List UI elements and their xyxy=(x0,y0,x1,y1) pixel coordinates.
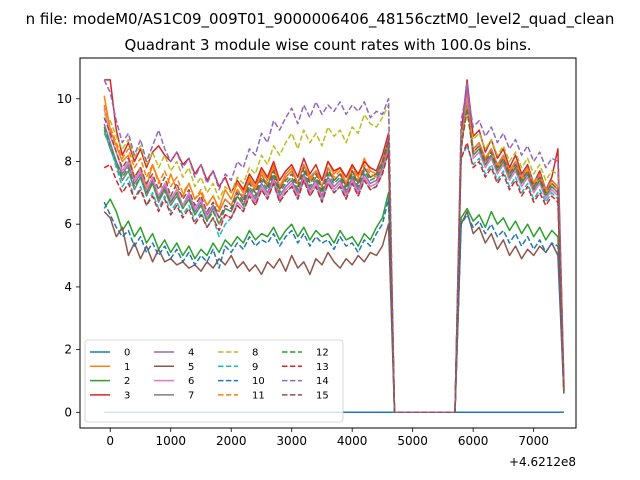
x-tick-label: 6000 xyxy=(458,434,489,448)
series-line-2 xyxy=(103,192,565,414)
y-tick-label: 0 xyxy=(64,405,72,419)
y-tick-label: 6 xyxy=(64,217,72,231)
series-line-3 xyxy=(104,79,565,414)
legend-label-6: 6 xyxy=(188,376,194,387)
legend-label-0: 0 xyxy=(124,348,130,359)
figure-suptitle: n file: modeM0/AS1C09_009T01_9000006406_… xyxy=(26,10,615,29)
legend-label-10: 10 xyxy=(252,376,265,387)
series-line-11 xyxy=(103,101,565,414)
y-axis: 0 2 4 6 8 10 xyxy=(57,92,80,419)
legend-label-14: 14 xyxy=(316,376,329,387)
legend-label-12: 12 xyxy=(316,348,329,359)
legend-label-4: 4 xyxy=(188,348,194,359)
x-tick-label: 1000 xyxy=(155,434,186,448)
series-line-12 xyxy=(103,107,565,414)
x-tick-label: 3000 xyxy=(276,434,307,448)
x-tick-label: 2000 xyxy=(216,434,247,448)
legend-box xyxy=(84,339,344,423)
legend-label-13: 13 xyxy=(316,362,329,373)
legend-label-1: 1 xyxy=(124,362,130,373)
legend-label-7: 7 xyxy=(188,390,194,401)
legend-label-15: 15 xyxy=(316,390,329,401)
plot-frame xyxy=(79,57,577,429)
x-tick-label: 7000 xyxy=(518,434,549,448)
series-line-10 xyxy=(103,198,565,414)
x-tick-label: 0 xyxy=(106,434,114,448)
legend-label-2: 2 xyxy=(124,376,130,387)
y-tick-label: 10 xyxy=(57,92,72,106)
legend-label-3: 3 xyxy=(124,390,130,401)
chart-title: Quadrant 3 module wise count rates with … xyxy=(124,36,531,54)
series-line-6 xyxy=(103,98,565,414)
series-line-5 xyxy=(103,210,565,414)
y-tick-label: 8 xyxy=(64,154,72,168)
legend-label-9: 9 xyxy=(252,362,258,373)
y-tick-label: 4 xyxy=(64,280,72,294)
x-tick-label: 5000 xyxy=(397,434,428,448)
plot-series xyxy=(103,79,565,414)
legend-label-8: 8 xyxy=(252,348,258,359)
series-line-8 xyxy=(103,104,565,414)
legend-label-5: 5 xyxy=(188,362,194,373)
x-axis: 0 1000 2000 3000 4000 5000 6000 7000 xyxy=(106,428,549,448)
y-tick-label: 2 xyxy=(64,343,72,357)
series-line-15 xyxy=(103,110,565,414)
x-axis-offset-label: +4.6212e8 xyxy=(509,455,576,469)
series-line-14 xyxy=(103,79,565,414)
legend-label-11: 11 xyxy=(252,390,265,401)
series-line-13 xyxy=(103,141,565,414)
x-tick-label: 4000 xyxy=(337,434,368,448)
